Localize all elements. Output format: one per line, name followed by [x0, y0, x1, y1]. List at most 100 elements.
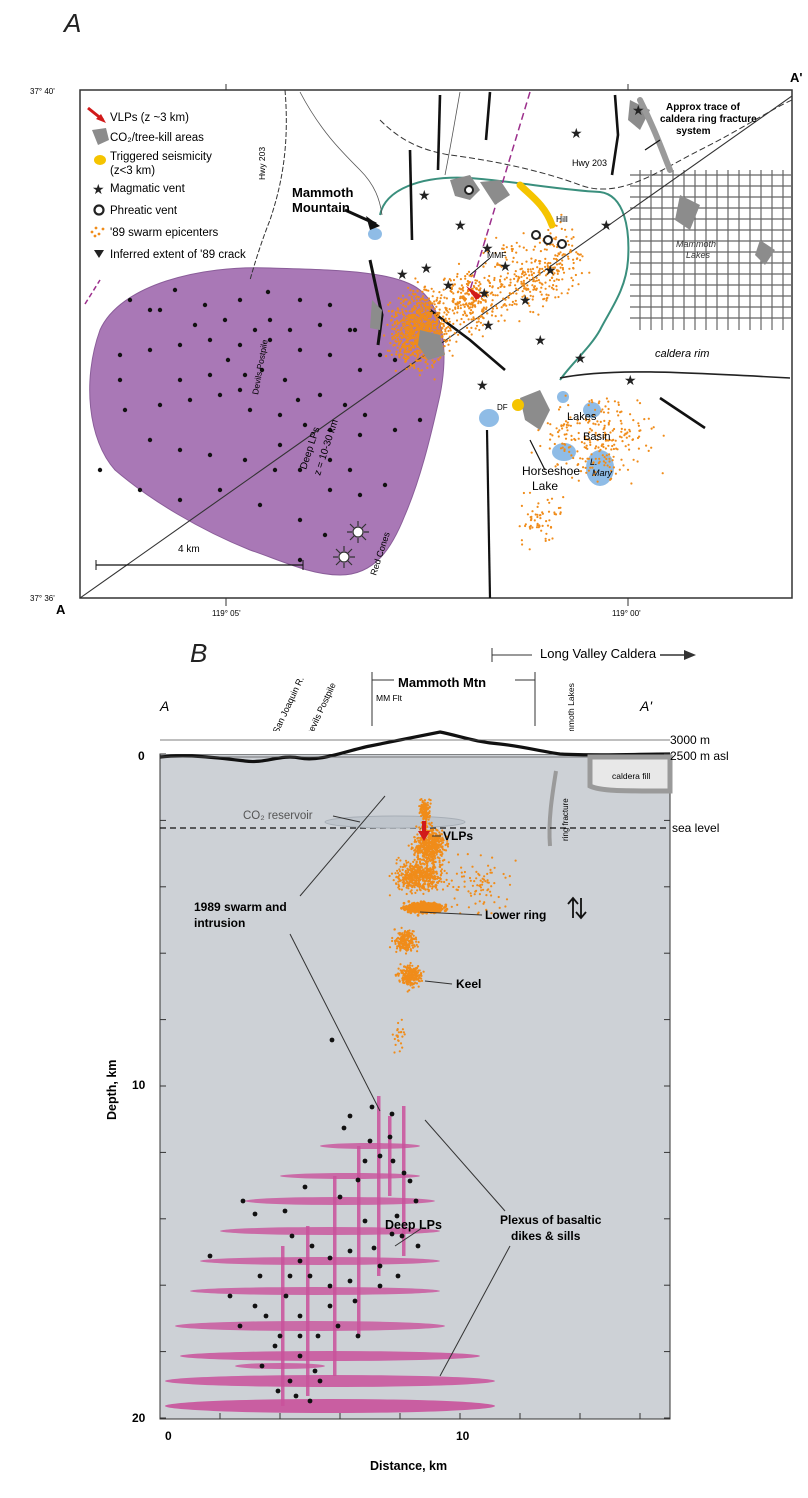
swarm-epicenter [561, 442, 564, 445]
swarm-event [396, 1028, 399, 1031]
swarm-epicenter [414, 307, 417, 310]
swarm-epicenter [402, 316, 405, 319]
swarm-epicenter [505, 304, 508, 307]
swarm-epicenter [512, 256, 515, 259]
swarm-epicenter [604, 447, 608, 450]
basaltic-sill [235, 1363, 325, 1369]
swarm-epicenter [528, 274, 531, 277]
swarm-event [432, 867, 435, 870]
swarm-event [415, 978, 418, 981]
swarm-epicenter [405, 310, 408, 313]
swarm-event [430, 875, 433, 878]
swarm-event [415, 938, 418, 941]
swarm-event [433, 860, 436, 864]
swarm-epicenter [412, 314, 415, 317]
label-mammoth-mountain-2: Mountain [292, 200, 350, 215]
swarm-epicenter [393, 343, 396, 347]
swarm-event [435, 851, 438, 854]
swarm-event [421, 846, 424, 849]
swarm-epicenter [589, 427, 592, 430]
swarm-epicenter [539, 444, 542, 448]
swarm-event [401, 1035, 404, 1038]
river-line [299, 91, 383, 216]
legend-swarm-label: '89 swarm epicenters [110, 227, 219, 239]
swarm-event [479, 854, 482, 857]
deep-lp-event [327, 457, 333, 463]
swarm-epicenter [414, 296, 417, 299]
swarm-event [475, 877, 478, 880]
deep-lp-event [352, 1298, 358, 1304]
swarm-event [430, 829, 433, 832]
swarm-epicenter [416, 356, 419, 359]
fault-line [436, 94, 442, 171]
swarm-epicenter [608, 419, 611, 423]
swarm-epicenter [543, 297, 546, 300]
swarm-epicenter [587, 457, 591, 460]
swarm-event [393, 1051, 396, 1054]
swarm-epicenter [487, 279, 490, 282]
swarm-epicenter [571, 476, 574, 479]
swarm-epicenter [400, 339, 403, 342]
swarm-epicenter [570, 276, 573, 279]
swarm-epicenter [520, 267, 524, 270]
swarm-event [388, 946, 392, 949]
swarm-event [423, 842, 426, 845]
swarm-epicenter [515, 251, 518, 254]
swarm-event [409, 869, 413, 872]
swarm-epicenter [460, 317, 463, 321]
swarm-epicenter [413, 363, 416, 366]
swarm-event [415, 882, 418, 885]
deep-lp-event [367, 1138, 373, 1144]
basaltic-sill [220, 1227, 440, 1235]
magmatic-vent-star: ★ [624, 372, 637, 388]
swarm-epicenter [597, 446, 600, 449]
swarm-epicenter [426, 366, 429, 369]
swarm-epicenter [468, 330, 471, 333]
swarm-epicenter [434, 320, 437, 324]
plexus-pointer [424, 1119, 506, 1212]
swarm-event [430, 855, 433, 858]
swarm-epicenter [492, 293, 495, 296]
deep-lp-event [337, 1194, 343, 1200]
swarm-epicenter [538, 262, 541, 265]
swarm-epicenter [448, 349, 451, 352]
swarm-epicenter [400, 326, 403, 329]
swarm-epicenter [407, 317, 410, 320]
swarm-epicenter [547, 294, 550, 297]
swarm-epicenter [611, 459, 614, 462]
swarm-epicenter [413, 346, 416, 349]
swarm-epicenter [429, 316, 432, 319]
label-mammoth-lakes-1: Mammoth [676, 239, 716, 249]
swarm-event [424, 802, 427, 805]
deep-lp-event [297, 1333, 303, 1339]
swarm-epicenter [421, 308, 424, 311]
swarm-event [431, 839, 434, 842]
swarm-event [401, 946, 404, 949]
swarm-epicenter [523, 287, 526, 290]
swarm-epicenter [520, 282, 523, 285]
swarm-epicenter [554, 238, 557, 241]
swarm-event [398, 888, 401, 891]
swarm-event [412, 979, 415, 982]
crack-extent-icon [94, 250, 104, 258]
swarm-event [401, 933, 404, 936]
swarm-epicenter [393, 335, 396, 338]
swarm-epicenter [424, 304, 427, 307]
swarm-event [463, 880, 466, 883]
swarm-epicenter [462, 289, 465, 292]
swarm-epicenter [409, 329, 412, 332]
swarm-event [394, 939, 398, 942]
swarm-epicenter [464, 292, 467, 295]
swarm-epicenter [546, 296, 549, 299]
swarm-event [402, 1031, 405, 1034]
swarm-event [441, 846, 444, 849]
deep-lp-event [207, 337, 213, 343]
swarm-event [460, 866, 463, 869]
swarm-event [429, 840, 432, 843]
swarm-epicenter [399, 335, 402, 338]
swarm-event [493, 866, 496, 869]
swarm-event [416, 875, 419, 878]
deep-lps-pointer [394, 1227, 423, 1247]
swarm-epicenter [555, 224, 558, 227]
swarm-event [395, 882, 398, 885]
